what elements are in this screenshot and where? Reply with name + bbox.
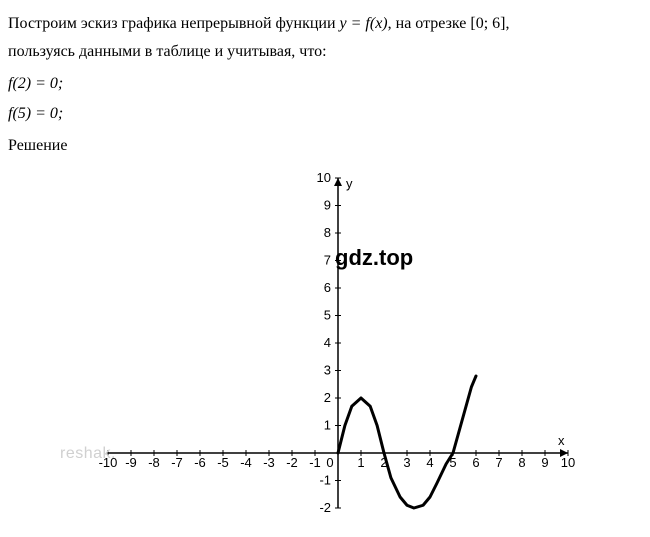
svg-text:-10: -10 [99, 455, 118, 470]
svg-text:9: 9 [541, 455, 548, 470]
svg-text:4: 4 [324, 335, 331, 350]
solution-label: Решение [8, 134, 642, 158]
svg-text:y: y [346, 176, 353, 191]
svg-text:1: 1 [324, 418, 331, 433]
svg-text:1: 1 [357, 455, 364, 470]
svg-text:-1: -1 [319, 473, 331, 488]
problem-func: y = f(x) [340, 15, 388, 32]
problem-suffix: , на отрезке [0; 6], [388, 15, 510, 32]
function-chart: -10-9-8-7-6-5-4-3-2-10123456789101234567… [98, 168, 578, 518]
svg-text:-2: -2 [286, 455, 298, 470]
svg-text:3: 3 [324, 363, 331, 378]
equation-1: f(2) = 0; [8, 72, 642, 96]
svg-text:-6: -6 [194, 455, 206, 470]
svg-text:7: 7 [324, 253, 331, 268]
svg-text:-5: -5 [217, 455, 229, 470]
problem-prefix: Построим эскиз графика непрерывной функц… [8, 15, 340, 32]
chart-svg: -10-9-8-7-6-5-4-3-2-10123456789101234567… [98, 168, 578, 518]
svg-text:4: 4 [426, 455, 433, 470]
svg-text:-9: -9 [125, 455, 137, 470]
svg-text:2: 2 [324, 390, 331, 405]
svg-text:-8: -8 [148, 455, 160, 470]
svg-text:-4: -4 [240, 455, 252, 470]
svg-text:3: 3 [403, 455, 410, 470]
svg-text:-1: -1 [309, 455, 321, 470]
svg-text:10: 10 [317, 170, 331, 185]
svg-text:9: 9 [324, 198, 331, 213]
problem-line-1: Построим эскиз графика непрерывной функц… [8, 12, 642, 36]
svg-text:5: 5 [324, 308, 331, 323]
svg-text:-3: -3 [263, 455, 275, 470]
svg-text:10: 10 [561, 455, 575, 470]
svg-text:8: 8 [518, 455, 525, 470]
problem-line-2: пользуясь данными в таблице и учитывая, … [8, 40, 642, 64]
svg-text:8: 8 [324, 225, 331, 240]
equation-2: f(5) = 0; [8, 102, 642, 126]
svg-text:-7: -7 [171, 455, 183, 470]
svg-text:6: 6 [324, 280, 331, 295]
svg-text:0: 0 [326, 455, 333, 470]
svg-text:-2: -2 [319, 500, 331, 515]
svg-text:6: 6 [472, 455, 479, 470]
svg-text:x: x [558, 433, 565, 448]
svg-text:7: 7 [495, 455, 502, 470]
